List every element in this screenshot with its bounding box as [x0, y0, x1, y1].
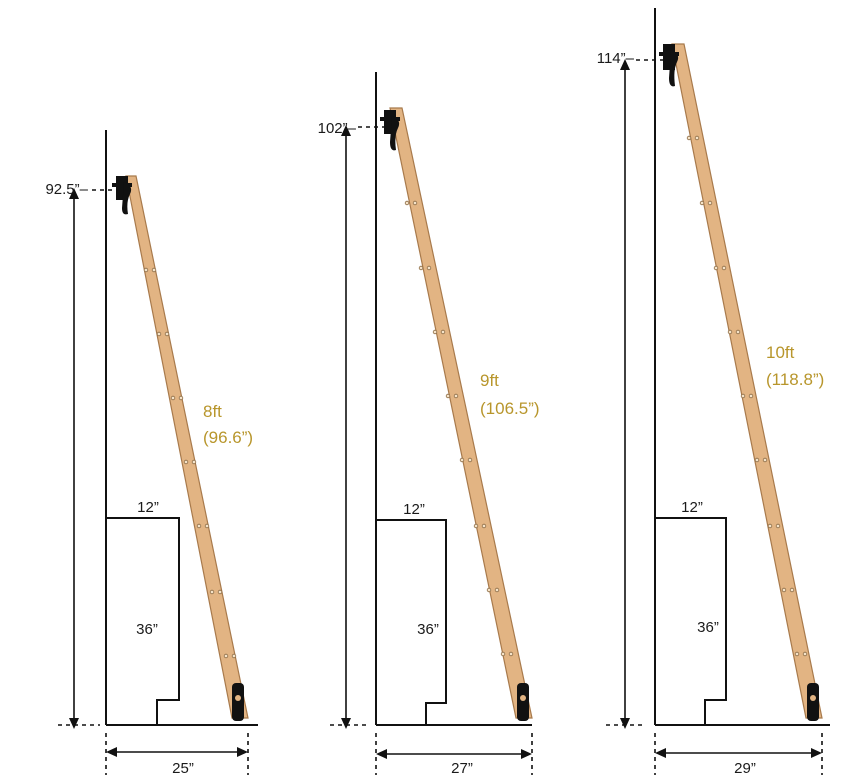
- ladder-rungs: [404, 200, 514, 657]
- ladder-rail: [389, 107, 533, 719]
- cabinet-height-label: 36”: [697, 619, 719, 636]
- ladder-rungs: [686, 135, 808, 657]
- rail-hanger-icon: [659, 44, 679, 87]
- offset-label: 27”: [451, 760, 473, 777]
- ladder-length-in: (118.8”): [766, 370, 824, 389]
- ladder-length-in: (96.6”): [203, 428, 253, 447]
- cabinet-outline: [655, 517, 727, 725]
- ladder-length-ft: 9ft: [480, 371, 499, 390]
- ladder-rungs: [143, 267, 237, 659]
- height-label: 102”–: [318, 120, 357, 137]
- ladder-panel-8ft: 92.5”– 8ft (96.6”) 12” 36” 25”: [45, 130, 258, 777]
- ladder-panel-9ft: 102”– 9ft (106.5”) 12” 36” 27”: [318, 72, 540, 777]
- rail-hanger-icon: [112, 176, 132, 215]
- cabinet-width-label: 12”: [681, 499, 703, 516]
- ladder-rail: [125, 175, 249, 719]
- cabinet-outline: [376, 519, 447, 725]
- cabinet-width-label: 12”: [137, 499, 159, 516]
- height-label: 92.5”–: [45, 181, 88, 198]
- floor-wheel-icon: [232, 683, 244, 721]
- offset-label: 25”: [172, 760, 194, 777]
- cabinet-height-label: 36”: [136, 621, 158, 638]
- offset-label: 29”: [734, 760, 756, 777]
- ladder-length-ft: 8ft: [203, 402, 222, 421]
- cabinet-height-label: 36”: [417, 621, 439, 638]
- ladder-panel-10ft: 114”– 10ft (118.8”) 12” 36” 29”: [597, 8, 830, 777]
- rail-hanger-icon: [380, 110, 400, 151]
- cabinet-outline: [106, 517, 180, 725]
- cabinet-width-label: 12”: [403, 501, 425, 518]
- ladder-length-ft: 10ft: [766, 343, 795, 362]
- floor-wheel-icon: [807, 683, 819, 721]
- height-label: 114”–: [597, 50, 635, 67]
- floor-wheel-icon: [517, 683, 529, 721]
- ladder-length-in: (106.5”): [480, 399, 540, 418]
- ladder-rail: [671, 43, 823, 719]
